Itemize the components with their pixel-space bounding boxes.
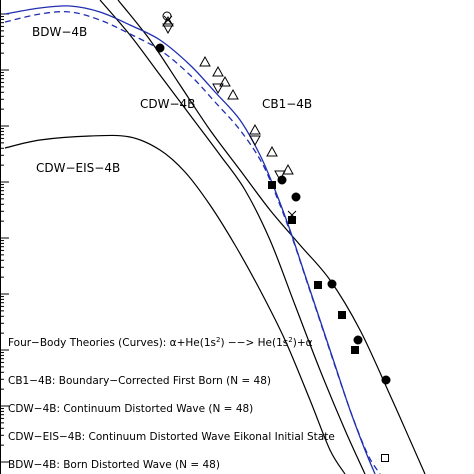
legend: Four−Body Theories (Curves): α+He(1s2) −…	[8, 336, 335, 471]
data-point-square-open	[381, 454, 389, 462]
data-point-circle-filled	[327, 279, 337, 289]
data-point-triangle-down-open	[274, 170, 286, 182]
data-point-triangle-open	[212, 65, 224, 77]
curve-bdw-dashed	[4, 11, 381, 474]
data-point-triangle-open	[162, 15, 174, 27]
data-point-triangle-open	[219, 75, 231, 87]
legend-entry-cdw: CDW−4B: Continuum Distorted Wave (N = 48…	[8, 403, 253, 415]
curves-layer	[4, 0, 426, 474]
markers-layer	[155, 11, 391, 462]
data-point-circle-filled	[155, 43, 165, 53]
curve-cdw	[99, 0, 366, 474]
data-point-circle-filled	[291, 192, 301, 202]
legend-heading-sup-1: 2	[216, 336, 220, 344]
data-point-triangle-down-open	[212, 83, 224, 95]
legend-entry-cb1: CB1−4B: Boundary−Corrected First Born (N…	[8, 375, 271, 387]
data-point-square-filled	[351, 346, 359, 354]
data-point-triangle-open	[282, 163, 294, 175]
curve-label-cdw-eis: CDW−EIS−4B	[36, 161, 120, 175]
curve-label-cdw: CDW−4B	[140, 97, 195, 111]
legend-entry-cdw-eis: CDW−EIS−4B: Continuum Distorted Wave Eik…	[8, 431, 335, 443]
data-point-triangle-down-open	[162, 23, 174, 35]
data-point-triangle-open	[266, 145, 278, 157]
curve-cdw-eis	[4, 134, 346, 474]
data-point-circle-filled	[353, 335, 363, 345]
data-point-triangle-open	[199, 55, 211, 67]
legend-heading-sup-2: 2	[288, 336, 292, 344]
data-point-square-filled	[268, 181, 276, 189]
data-point-square-filled	[338, 311, 346, 319]
curve-label-cb1: CB1−4B	[262, 97, 312, 111]
data-point-circle-open	[162, 11, 172, 21]
data-point-circle-filled	[381, 375, 391, 385]
data-point-x-open	[287, 210, 297, 220]
data-point-square-filled	[288, 216, 296, 224]
data-point-x-open	[163, 15, 173, 25]
curve-cb1	[117, 0, 426, 474]
legend-heading: Four−Body Theories (Curves): α+He(1s2) −…	[8, 336, 313, 349]
legend-heading-suffix: )+α	[293, 337, 313, 349]
legend-heading-prefix: Four−Body Theories (Curves): α+He(1s	[8, 337, 216, 349]
data-point-triangle-down-open	[249, 135, 261, 147]
legend-entry-bdw: BDW−4B: Born Distorted Wave (N = 48)	[8, 459, 220, 471]
y-axis-ticks	[0, 13, 9, 463]
legend-heading-mid: ) −−> He(1s	[220, 337, 288, 349]
data-point-square-filled	[314, 281, 322, 289]
curve-label-bdw: BDW−4B	[32, 25, 87, 39]
data-point-triangle-open	[249, 123, 261, 135]
data-point-triangle-open	[227, 88, 239, 100]
